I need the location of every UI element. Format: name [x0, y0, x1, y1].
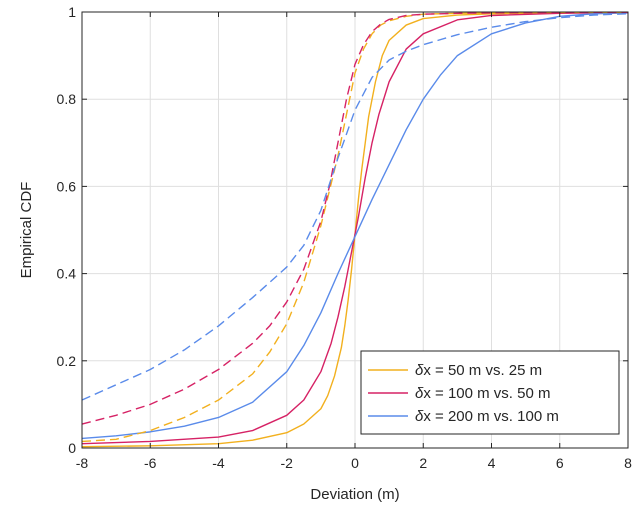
y-tick-label: 0.8 — [57, 91, 77, 107]
x-tick-label: 2 — [419, 455, 427, 471]
legend-symbol: δ — [415, 385, 424, 402]
tick-marks — [81, 11, 629, 449]
x-tick-labels: -8 -6 -4 -2 0 2 4 6 8 — [76, 455, 632, 471]
y-tick-labels: 0 0.2 0.4 0.6 0.8 1 — [57, 4, 77, 456]
x-tick-label: 6 — [556, 455, 564, 471]
y-tick-label: 1 — [68, 4, 76, 20]
grid — [82, 12, 628, 448]
y-tick-label: 0 — [68, 440, 76, 456]
legend-symbol: δ — [415, 408, 424, 425]
legend-text: x = 100 m vs. 50 m — [423, 385, 550, 402]
series-line-dashed-3 — [81, 11, 628, 443]
x-tick-label: -8 — [76, 455, 89, 471]
x-tick-label: -2 — [281, 455, 294, 471]
series-line-dashed-5 — [81, 13, 629, 401]
legend-entry: δx = 200 m vs. 100 m — [415, 408, 559, 425]
x-axis-label: Deviation (m) — [310, 486, 399, 503]
y-tick-label: 0.6 — [57, 178, 77, 194]
series-line-dashed-4 — [81, 11, 628, 425]
legend: δx = 50 m vs. 25 mδx = 100 m vs. 50 mδx … — [360, 350, 620, 435]
y-axis-label: Empirical CDF — [18, 182, 35, 279]
series-line-solid-1 — [81, 11, 629, 445]
legend-entry: δx = 100 m vs. 50 m — [415, 385, 550, 402]
x-tick-label: 8 — [624, 455, 632, 471]
series-line-solid-2 — [81, 12, 629, 440]
y-tick-label: 0.2 — [57, 353, 77, 369]
x-tick-label: -6 — [144, 455, 157, 471]
y-tick-label: 0.4 — [57, 266, 77, 282]
legend-text: x = 200 m vs. 100 m — [423, 408, 558, 425]
legend-symbol: δ — [415, 362, 424, 379]
legend-entry: δx = 50 m vs. 25 m — [415, 362, 542, 379]
x-tick-label: -4 — [212, 455, 225, 471]
series-lines — [81, 11, 629, 448]
x-tick-label: 0 — [351, 455, 359, 471]
x-tick-label: 4 — [488, 455, 496, 471]
legend-text: x = 50 m vs. 25 m — [423, 362, 542, 379]
